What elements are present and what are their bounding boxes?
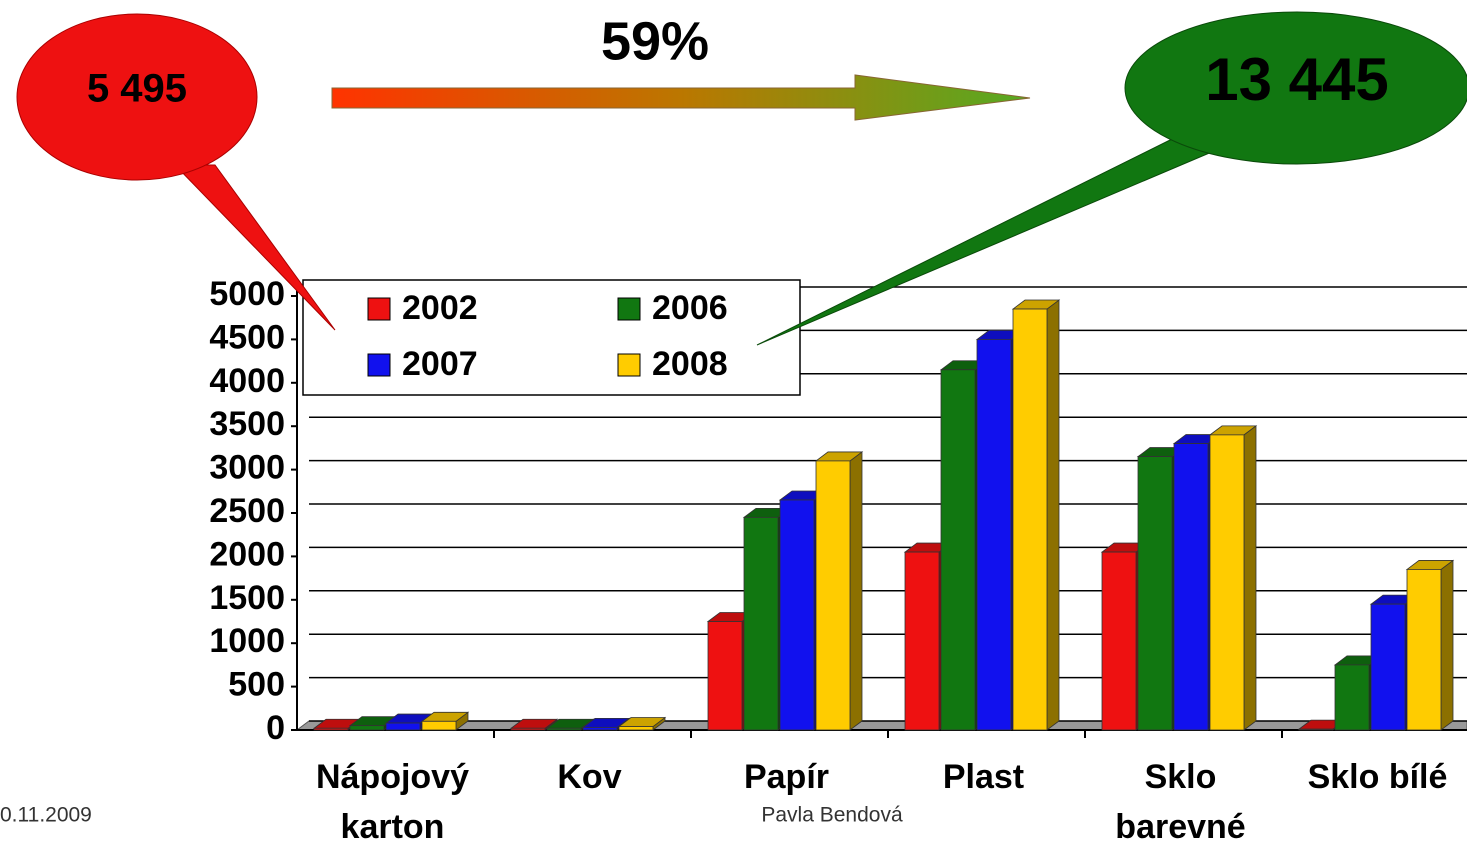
y-tick-label: 2500 <box>209 492 285 530</box>
x-tick-label: Nápojový karton <box>315 758 470 846</box>
growth-arrow <box>331 74 1031 121</box>
x-tick-label: Sklo barevné <box>1115 758 1246 846</box>
callout-right-bubble <box>1124 11 1467 165</box>
bar-side <box>1440 559 1454 731</box>
y-tick-label: 1000 <box>209 622 285 660</box>
bar <box>1334 664 1370 731</box>
y-tick-label: 5000 <box>209 275 285 313</box>
bar <box>421 720 457 731</box>
bar <box>1298 728 1334 731</box>
callout-right-text: 13 445 <box>1205 46 1389 113</box>
plot-area: 0 500 1000 1500 2000 2500 3000 3500 4000 4500 5000… <box>209 275 1467 747</box>
bar-side <box>1046 299 1060 731</box>
legend-label: 2002 <box>402 289 478 327</box>
date: 0.11.2009 <box>0 804 92 827</box>
x-tick-label: Kov <box>557 758 622 796</box>
bar <box>976 338 1012 731</box>
bar <box>1012 308 1048 731</box>
bar <box>779 499 815 731</box>
bar <box>1101 551 1137 731</box>
bar-side <box>849 451 863 731</box>
bar-side <box>1243 425 1257 731</box>
y-tick-label: 4500 <box>209 318 285 356</box>
bar <box>1370 603 1406 731</box>
y-tick-label: 3500 <box>209 405 285 443</box>
bar <box>546 727 582 731</box>
bar <box>1406 569 1442 731</box>
legend-label: 2006 <box>652 289 728 327</box>
floor <box>295 720 1467 731</box>
y-tick-label: 3000 <box>209 449 285 487</box>
bar <box>313 727 349 731</box>
bar <box>582 726 618 731</box>
callout-left-text: 5 495 <box>87 67 187 111</box>
x-tick-label: Sklo bílé <box>1307 758 1448 796</box>
callout-left-bubble <box>16 13 258 181</box>
legend-swatch <box>367 297 391 321</box>
bar <box>743 516 779 731</box>
bar <box>385 722 421 731</box>
x-tick-label: Plast <box>942 758 1025 796</box>
bar <box>904 551 940 731</box>
x-tick-label: Papír <box>743 758 830 796</box>
bar <box>1173 443 1209 731</box>
y-tick-label: 500 <box>228 666 285 704</box>
bar <box>1209 434 1245 731</box>
legend: 2002 2006 2007 2008 <box>302 279 801 396</box>
annotations: 5 495 13 445 59% 0.11.2009 Pavla Bendová <box>0 11 1467 827</box>
legend-label: 2008 <box>652 345 728 383</box>
author: Pavla Bendová <box>761 804 903 827</box>
bar <box>618 726 654 731</box>
y-tick-label: 4000 <box>209 362 285 400</box>
bar <box>510 727 546 731</box>
legend-swatch <box>617 353 641 377</box>
bar <box>940 369 976 731</box>
y-tick-label: 2000 <box>209 535 285 573</box>
bar <box>1137 456 1173 731</box>
y-tick-label: 0 <box>266 709 285 747</box>
bar <box>707 621 743 731</box>
legend-swatch <box>617 297 641 321</box>
growth-label: 59% <box>601 11 709 71</box>
bar <box>349 725 385 731</box>
bar <box>815 460 851 731</box>
callout-pointer <box>756 139 1241 346</box>
legend-swatch <box>367 353 391 377</box>
y-tick-label: 1500 <box>209 579 285 617</box>
legend-label: 2007 <box>402 345 478 383</box>
